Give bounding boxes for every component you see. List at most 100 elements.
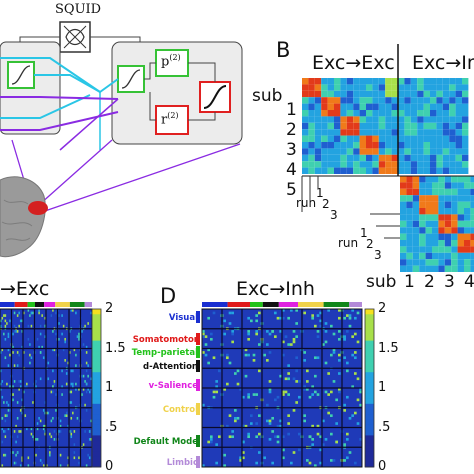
heatmap-c-cell [52,348,54,352]
heatmap-b-cell [398,78,405,85]
heatmap-c-cell [27,324,30,328]
heatmap-d-cell [223,332,226,336]
heatmap-c-cell [12,332,14,336]
heatmap-c-cell [23,311,25,315]
heatmap-b-cell [464,195,471,202]
heatmap-b-cell [353,167,360,174]
heatmap-d-cell [306,388,309,391]
heatmap-b-cell [436,148,443,155]
heatmap-c-cell [85,351,88,354]
heatmap-b-cell [314,122,322,130]
colorbar-tick-label: 1.5 [105,340,126,356]
heatmap-d-cell [311,438,314,441]
heatmap-b-cell [398,122,405,130]
squid-loop-icon [65,28,85,46]
heatmap-d-cell [228,435,232,439]
heatmap-c-cell [4,453,7,457]
heatmap-c-cell [44,411,46,415]
heatmap-b-cell [410,129,418,136]
heatmap-c-cell [82,388,85,391]
heatmap-c-cell [41,314,43,317]
heatmap-d-cell [338,388,341,391]
heatmap-b-cell [302,103,309,110]
heatmap-b-cell [378,129,386,136]
heatmap-b-cell [353,129,360,136]
colorbar-step [365,440,374,447]
heatmap-c-cell [13,430,16,433]
heatmap-b-cell [391,135,398,142]
heatmap-c-cell [85,382,88,386]
heatmap-c-cell [70,390,73,394]
heatmap-b-cell [308,135,315,142]
heatmap-b-cell [438,182,445,189]
heatmap-d-cell [255,330,258,333]
heatmap-b-cell [425,208,432,215]
heatmap-c-cell [70,416,73,420]
heatmap-b-cell [451,246,458,253]
heatmap-b-cell [432,227,439,234]
heatmap-b-cell [442,97,450,104]
heatmap-b-cell [400,259,407,266]
colorbar-step [365,403,374,410]
heatmap-d-cell [244,353,248,357]
heatmap-c-cell [42,409,45,412]
heatmap-d-cell [295,401,298,404]
heatmap-b-cell [432,265,439,272]
heatmap-c-cell [0,369,2,373]
heatmap-d-cell [308,461,312,465]
heatmap-b-cell [321,161,328,168]
heatmap-b-cell [464,208,471,215]
heatmap-b-cell [378,116,386,123]
heatmap-b-cell [398,129,405,136]
heatmap-b-cell [400,176,407,183]
heatmap-b-cell [432,182,439,189]
heatmap-c-cell [3,430,5,433]
heatmap-d-cell [255,435,258,439]
heatmap-c-cell [26,385,28,388]
heatmap-c-cell [65,382,68,386]
r2-sup: (2) [167,111,179,120]
heatmap-c-cell [13,461,16,465]
heatmap-b-cell [359,135,366,142]
heatmap-d-cell [346,330,349,333]
heatmap-c-cell [7,332,10,336]
heatmap-b-cell [455,135,462,142]
heatmap-b-cell [378,135,386,142]
heatmap-b-cell [449,90,456,98]
heatmap-b-cell [412,195,420,202]
heatmap-d-cell [207,361,210,365]
heatmap-d-cell [210,337,213,341]
heatmap-b-cell [419,214,426,221]
heatmap-b-cell [308,97,315,104]
heatmap-b-cell [470,240,474,247]
heatmap-c-cell [87,374,89,378]
heatmap-b-cell [442,103,450,110]
heatmap-b-cell [438,259,445,266]
heatmap-c-cell [55,393,57,396]
heatmap-d-cell [226,356,229,360]
heatmap-c-cell [39,351,42,354]
heatmap-c-cell [1,380,4,383]
heatmap-b-cell [412,265,420,272]
heatmap-d-cell [348,451,352,454]
heatmap-d-cell [343,316,346,320]
heatmap-c-cell [78,461,80,465]
heatmap-b-cell [455,154,462,162]
heatmap-d-cell [292,330,296,333]
heatmap-b-cell [442,148,450,155]
heatmap-d-cell [263,353,266,357]
heatmap-d-cell [319,461,322,465]
heatmap-d-cell [295,322,298,325]
heatmap-b-cell [378,97,386,104]
heatmap-b-cell [451,188,458,196]
heatmap-c-cell [53,382,56,386]
heatmap-c-cell [65,414,68,417]
heatmap-d-cell [228,322,232,325]
heatmap-c-cell [75,353,77,357]
heatmap-c-cell [4,337,7,341]
heatmap-d-cell [218,369,221,373]
colorbar-step [365,398,374,405]
colorbar-step [92,451,101,457]
heatmap-d-cell [252,353,256,357]
heatmap-d-cell [356,422,360,425]
